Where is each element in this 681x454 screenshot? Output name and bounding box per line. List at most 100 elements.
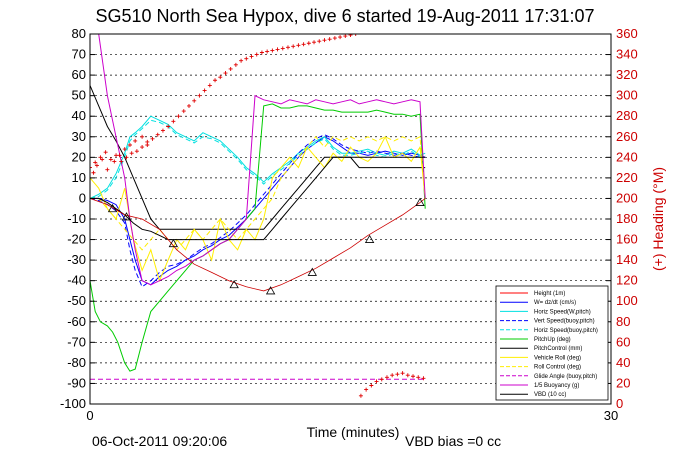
heading-point [338,35,343,40]
heading-point [176,114,181,119]
heading-point [285,45,290,50]
right-tick-label: 140 [616,252,638,267]
right-tick-label: 40 [616,355,630,370]
heading-point [296,43,301,48]
footer-vbd-bias: VBD bias =0 cc [405,433,501,449]
heading-point [213,78,218,83]
heading-point [103,150,108,155]
left-tick-label: 60 [72,67,86,82]
heading-point [379,377,384,382]
heading-point [400,371,405,376]
heading-point [265,49,270,54]
heading-point [390,373,395,378]
legend-entry-label: Vert Speed(buoy,pitch) [534,319,595,325]
heading-point [374,379,379,384]
heading-point [384,375,389,380]
right-tick-label: 300 [616,88,638,103]
heading-point [218,75,223,80]
heading-point [150,136,155,141]
depth-marker [121,212,132,221]
heading-point [140,145,145,150]
heading-point [244,56,249,61]
left-tick-label: 80 [72,26,86,41]
heading-point [317,39,322,44]
depth-marker [307,267,317,276]
heading-point [353,34,358,36]
right-tick-label: 220 [616,170,638,185]
heading-point [127,143,132,147]
heading-point [129,151,134,156]
depth-marker [415,197,425,206]
heading-point [90,165,92,170]
legend-entry-label: Glide Angle (buoy,pitch) [534,374,597,380]
legend-entry-label: W= dz/dt (cm/s) [534,300,576,306]
heading-point [93,160,98,165]
heading-point [100,157,105,162]
right-tick-label: 280 [616,108,638,123]
series-line-10 [98,34,426,286]
left-tick-label: -60 [67,314,86,329]
right-tick-label: 60 [616,334,630,349]
depth-marker [107,203,118,213]
legend: Height (1m) W= dz/dt (cm/s) Horiz Speed(W,… [495,285,609,401]
heading-point [301,42,306,47]
heading-point [306,41,311,46]
heading-point [411,374,416,379]
left-tick-label: -50 [67,293,86,308]
right-tick-label: 120 [616,273,638,288]
heading-point [327,37,332,42]
heading-point [239,58,244,63]
heading-point [94,163,99,168]
right-tick-label: 20 [616,375,630,390]
heading-point [358,393,363,398]
left-tick-label: -40 [67,273,86,288]
right-y-axis-label: (+) Heading (°M) [650,167,666,271]
heading-point [119,159,124,164]
heading-point [421,376,426,381]
heading-point [155,132,160,137]
left-tick-label: 0 [79,190,86,205]
left-tick-label: -10 [67,211,86,226]
legend-entry-label: Height (1m) [534,291,565,297]
heading-point [322,38,327,43]
heading-point [108,157,113,162]
series-line-8 [90,136,426,251]
heading-point [160,128,165,133]
heading-point [369,383,374,388]
depth-marker [364,234,375,243]
x-tick-label: 30 [604,408,618,423]
right-tick-label: 360 [616,26,638,41]
right-tick-label: 0 [616,396,623,411]
heading-point [91,170,96,175]
depth-track-line [90,198,426,292]
heading-point [124,155,129,160]
heading-point [364,387,369,392]
heading-point [270,48,275,53]
heading-point [332,36,337,41]
heading-point [343,34,348,39]
footer-timestamp: 06-Oct-2011 09:20:06 [92,433,227,449]
legend-entry-label: PitchUp (deg) [534,337,571,343]
left-tick-label: -70 [67,334,86,349]
legend-entry-label: PitchControl (mm) [534,346,582,352]
left-tick-label: -30 [67,252,86,267]
left-tick-label: 40 [72,108,86,123]
legend-entry-label: Horiz Speed(W,pitch) [534,309,591,315]
heading-point [275,47,280,52]
right-tick-label: 260 [616,129,638,144]
right-tick-label: 240 [616,149,638,164]
legend-entry-label: 1/5 Buoyancy (g) [534,383,579,389]
left-tick-label: 10 [72,170,86,185]
heading-point [280,46,285,51]
depth-marker [168,238,179,248]
left-tick-label: -100 [60,396,86,411]
legend-entry-label: Vehicle Roll (deg) [534,355,581,361]
heading-point [134,149,139,154]
heading-point [405,373,410,378]
right-tick-label: 340 [616,47,638,62]
heading-point [166,124,171,129]
heading-point [140,134,145,139]
heading-point [228,66,233,71]
heading-point [122,147,127,152]
